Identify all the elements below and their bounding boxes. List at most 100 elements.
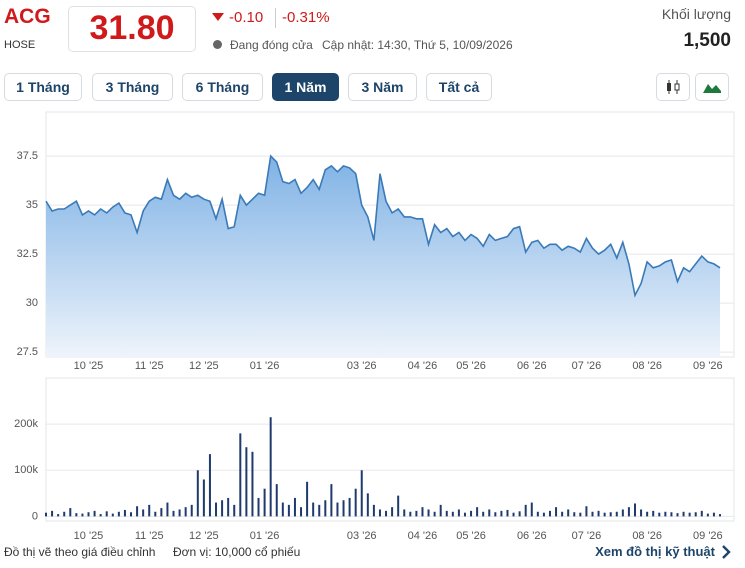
volume-bar	[567, 509, 570, 517]
x-tick-label: 06 '26	[517, 360, 547, 372]
chart: 27.5 30 32.5 35 37.5 10 '25 11 '25 12 '25 01 '26…	[14, 111, 735, 542]
volume-bar	[105, 511, 108, 517]
volume-bar	[360, 470, 363, 517]
volume-bar	[530, 502, 533, 517]
volume-bar	[415, 510, 418, 517]
volume-bar	[427, 509, 430, 517]
volume-bar	[45, 512, 47, 517]
volume-bar	[251, 451, 254, 517]
volume-bar	[627, 507, 630, 517]
volume-bar	[688, 512, 691, 517]
volume-bar	[330, 484, 333, 517]
volume-bar	[488, 509, 491, 517]
volume-bar	[275, 484, 278, 517]
volume-bar	[130, 512, 133, 517]
y-tick-label: 0	[32, 510, 38, 522]
volume-bar	[111, 513, 114, 517]
range-button[interactable]: 1 Tháng	[4, 73, 82, 101]
volume-bar	[706, 513, 709, 517]
volume-bar	[257, 497, 260, 517]
volume-bar	[366, 493, 369, 517]
volume-bar	[93, 510, 96, 517]
range-button[interactable]: 1 Năm	[272, 73, 339, 101]
volume-bar	[306, 481, 309, 517]
x-tick-label: 04 '26	[408, 530, 438, 542]
volume-bar	[269, 417, 272, 517]
volume-bar	[646, 511, 649, 517]
volume-bar	[621, 509, 624, 517]
volume-bar	[500, 510, 503, 517]
chevron	[722, 545, 731, 559]
volume-bar	[227, 497, 230, 517]
volume-bar	[239, 433, 242, 517]
volume-bar	[348, 497, 351, 517]
exchange: HOSE	[4, 39, 36, 51]
status-dot	[213, 40, 222, 49]
candle-button[interactable]	[656, 73, 690, 101]
area-fill	[46, 156, 720, 357]
x-tick-label: 05 '26	[456, 530, 486, 542]
volume-bar	[312, 502, 315, 517]
volume-bar	[476, 507, 479, 517]
volume-bar	[300, 507, 303, 517]
y-tick-label: 37.5	[17, 150, 38, 162]
divider	[275, 8, 276, 28]
volume-bar	[439, 504, 442, 517]
x-tick-label: 12 '25	[189, 360, 219, 372]
x-tick-label: 03 '26	[347, 360, 377, 372]
range-button[interactable]: 3 Tháng	[92, 73, 173, 101]
volume-bar	[658, 512, 661, 517]
volume-bar	[445, 510, 448, 517]
volume-bar	[117, 511, 120, 517]
volume-bar	[293, 497, 296, 517]
volume-bar	[682, 511, 685, 517]
x-tick-label: 10 '25	[74, 530, 104, 542]
volume-bar	[676, 513, 679, 517]
range-button[interactable]: Tất cả	[426, 73, 492, 101]
price: 31.80	[89, 9, 175, 47]
volume-bar	[573, 512, 576, 517]
y-tick-label: 27.5	[17, 346, 38, 358]
volume-label: Khối lượng	[661, 6, 731, 22]
y-tick-label: 30	[26, 297, 38, 309]
volume-bar	[166, 502, 169, 517]
volume-bar	[372, 504, 375, 517]
symbol: ACG	[4, 5, 51, 28]
x-tick-label: 12 '25	[189, 530, 219, 542]
x-tick-label: 09 '26	[693, 360, 723, 372]
volume-bar	[196, 470, 199, 517]
volume-bar	[482, 511, 485, 517]
volume-bar	[694, 512, 697, 517]
volume-bar	[524, 504, 527, 517]
range-button[interactable]: 6 Tháng	[182, 73, 263, 101]
volume-bar	[397, 495, 400, 517]
price-line	[45, 154, 721, 298]
volume-bar	[470, 510, 473, 517]
x-tick-label: 08 '26	[632, 360, 662, 372]
x-tick-label: 08 '26	[632, 530, 662, 542]
tech-chart-link[interactable]: Xem đồ thị kỹ thuật	[595, 544, 715, 559]
volume-bar	[652, 510, 655, 517]
range-button[interactable]: 3 Năm	[348, 73, 417, 101]
x-tick-label: 10 '25	[74, 360, 104, 372]
volume-bar	[506, 509, 509, 517]
y-tick-label: 100k	[14, 464, 38, 476]
volume-bar	[433, 511, 436, 517]
volume-bar	[178, 509, 181, 517]
volume-bar	[245, 447, 248, 517]
volume-bar	[700, 510, 703, 517]
volume-bar	[142, 509, 145, 517]
volume-bar	[615, 511, 618, 517]
volume-bar	[172, 510, 175, 517]
volume-bar	[233, 504, 236, 517]
volume-bar	[591, 511, 594, 517]
area-button[interactable]	[695, 73, 729, 101]
x-tick-label: 09 '26	[693, 530, 723, 542]
volume-bar	[585, 506, 588, 517]
down-arrow	[212, 13, 224, 21]
volume-bar	[603, 512, 606, 517]
volume: 1,500	[683, 30, 731, 51]
volume-bar	[463, 512, 466, 517]
volume-bar	[336, 502, 339, 517]
footer-note: Đồ thị vẽ theo giá điều chỉnh	[4, 545, 156, 559]
